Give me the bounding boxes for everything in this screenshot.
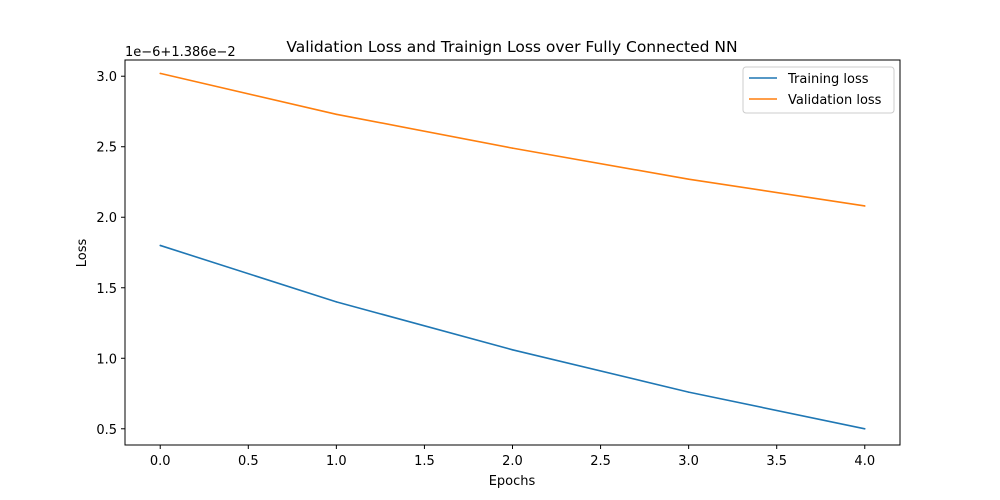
plot-area <box>124 59 901 446</box>
x-tick-label: 0.5 <box>238 454 259 469</box>
data-point <box>335 113 338 116</box>
legend-box <box>742 66 895 114</box>
x-tick-label: 4.0 <box>854 454 875 469</box>
x-tick-label: 1.5 <box>414 454 435 469</box>
y-axis-title: Loss <box>75 239 90 268</box>
data-point <box>687 391 690 393</box>
y-tick-label: 3.0 <box>96 70 117 85</box>
data-point <box>335 301 338 303</box>
x-axis-ticks: 0.0 0.5 1.0 1.5 2.0 2.5 3.0 3.5 4.0 <box>150 445 875 469</box>
x-tick-label: 3.5 <box>766 454 787 469</box>
legend-items: Training loss Validation loss <box>749 72 882 108</box>
data-point <box>511 147 514 149</box>
x-tick-label: 1.0 <box>326 454 347 469</box>
x-tick-label: 0.0 <box>150 454 171 469</box>
plot-frame <box>124 59 901 446</box>
x-axis-title: Epochs <box>489 474 536 489</box>
chart-title: Validation Loss and Trainign Loss over F… <box>286 38 737 56</box>
legend-label: Training loss <box>787 72 869 87</box>
series-layer <box>159 72 866 430</box>
data-point <box>687 178 690 180</box>
y-tick-label: 2.0 <box>96 211 117 226</box>
y-axis-offset-label: 1e−6+1.386e−2 <box>125 45 236 60</box>
legend: Training loss Validation loss <box>742 66 895 114</box>
y-tick-label: 1.0 <box>96 352 117 367</box>
data-point <box>863 205 866 207</box>
data-point <box>511 349 514 351</box>
series-line-training-loss <box>159 244 865 430</box>
legend-label: Validation loss <box>788 93 882 108</box>
y-tick-label: 0.5 <box>96 423 117 438</box>
data-point <box>159 72 162 75</box>
y-tick-label: 1.5 <box>96 282 117 297</box>
data-point <box>159 244 162 247</box>
data-point <box>863 427 866 430</box>
y-axis-ticks: 0.5 1.0 1.5 2.0 2.5 3.0 <box>96 70 125 438</box>
x-tick-label: 3.0 <box>678 454 699 469</box>
x-tick-label: 2.0 <box>502 454 523 469</box>
y-tick-label: 2.5 <box>96 141 117 156</box>
x-tick-label: 2.5 <box>590 454 611 469</box>
